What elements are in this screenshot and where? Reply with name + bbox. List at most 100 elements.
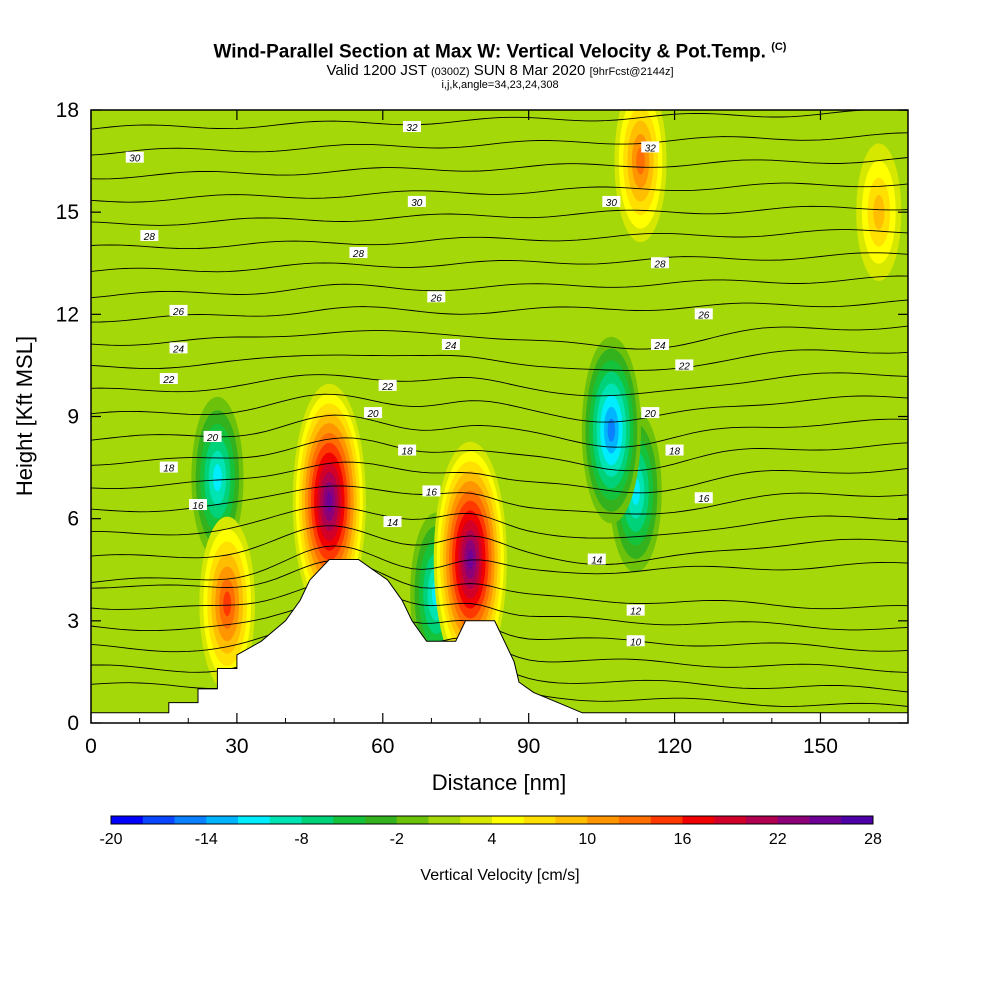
velocity-core [856,143,902,281]
y-tick-label: 9 [67,406,79,429]
isentrope-label-bg [641,407,660,419]
isentrope-label-bg [159,373,178,385]
isentrope-label: 18 [669,447,681,458]
y-tick-label: 12 [56,303,79,326]
y-axis: 0 3 6 9 12 15 18 [56,99,908,735]
isentrope-label: 22 [162,375,175,386]
x-tick-label: 90 [517,735,540,758]
isentrope-label-bg [169,342,188,354]
isentrope-label-bg [650,338,669,350]
velocity-core [614,110,667,243]
x-tick-label: 30 [225,735,248,758]
colorbar-swatch [714,816,747,824]
isentrope-label-bg [383,516,402,528]
isentrope-label: 24 [172,344,185,355]
isentrope-label-bg [626,635,645,647]
isentrope-label-bg [188,499,207,511]
colorbar-swatch [238,816,271,824]
isentrope-label: 14 [591,556,603,567]
colorbar-swatch [809,816,842,824]
isentrope [91,414,908,448]
colorbar-swatch [396,816,429,824]
colorbar-swatch [111,816,144,824]
velocity-core [581,336,641,524]
isentrope [91,252,908,273]
isentrope [91,299,908,323]
colorbar-tick-label: 22 [769,831,787,848]
isentrope-label-bg [203,430,222,442]
colorbar-tick-label: -8 [294,831,308,848]
y-tick-label: 6 [67,508,79,531]
isentrope-label-bg [427,291,446,303]
isentrope [91,372,908,397]
isentrope [91,437,908,472]
isentrope [91,485,908,515]
isentrope-label-bg [402,121,421,133]
isentrope-label-bg [398,444,417,456]
isentrope-label: 28 [653,259,666,270]
isentrope [91,275,908,299]
isentrope-label-bg [626,604,645,616]
isentrope-label: 22 [678,361,691,372]
isentrope-label: 24 [653,341,666,352]
isentrope-label: 30 [129,154,141,165]
colorbar-swatch [777,816,810,824]
colorbar-swatch [682,816,715,824]
isentrope-label: 28 [143,232,156,243]
colorbar-swatch [206,816,239,824]
isentrope [91,110,908,130]
y-tick-label: 0 [67,712,79,735]
colorbar-swatch [619,816,652,824]
isentrope-label-bg [378,379,397,391]
x-tick-label: 0 [85,735,97,758]
isentrope [91,349,908,371]
y-tick-label: 3 [67,610,79,633]
isentrope [91,132,908,156]
velocity-band [213,464,222,492]
isentrope-label: 28 [352,249,365,260]
velocity-band [326,491,333,512]
velocity-core [292,383,366,620]
isentrope-label: 20 [366,409,379,420]
isentrope-label-bg [422,485,441,497]
colorbar-swatch [555,816,588,824]
isentrope-label-bg [364,407,383,419]
isentrope-label-bg [407,195,426,207]
isentrope-label-bg [650,257,669,269]
x-tick-label: 60 [371,735,394,758]
colorbar: -20 -14 -8 -2 4 10 16 22 28 [99,815,882,848]
isentrope-label: 18 [163,464,175,475]
isentrope-label: 26 [697,310,710,321]
valid-time: Valid 1200 JST (0300Z) SUN 8 Mar 2020 [9… [326,62,674,80]
velocity-band [636,147,645,175]
velocity-core [609,410,662,573]
x-axis: 0 30 60 90 120 150 [85,110,870,758]
colorbar-swatch [142,816,175,824]
colorbar-tick-label: 28 [864,831,882,848]
isentrope-label: 32 [645,143,657,154]
isentrope [91,229,908,250]
x-tick-label: 150 [803,735,838,758]
isentrope-label-bg [349,247,368,259]
colorbar-swatch [174,816,207,824]
isentrope-label-bg [159,461,178,473]
isentrope-label: 22 [381,382,394,393]
isentrope-label-bg [694,492,713,504]
colorbar-swatch [650,816,683,824]
colorbar-swatch [333,816,366,824]
isentrope-label-bg [675,359,694,371]
colorbar-swatch [587,816,620,824]
isentrope [91,559,908,610]
x-axis-title: Distance [nm] [432,770,567,795]
isentrope-label-bg [665,444,684,456]
grid-indices: i,j,k,angle=34,23,24,308 [441,79,559,92]
title-block: Wind-Parallel Section at Max W: Vertical… [0,36,1000,91]
colorbar-tick-label: -14 [195,831,218,848]
colorbar-swatch [301,816,334,824]
isentrope [91,581,908,631]
isentrope-label-bg [641,141,660,153]
isentrope-label: 26 [172,307,185,318]
isentrope [91,157,908,180]
isentrope-label-bg [602,195,621,207]
